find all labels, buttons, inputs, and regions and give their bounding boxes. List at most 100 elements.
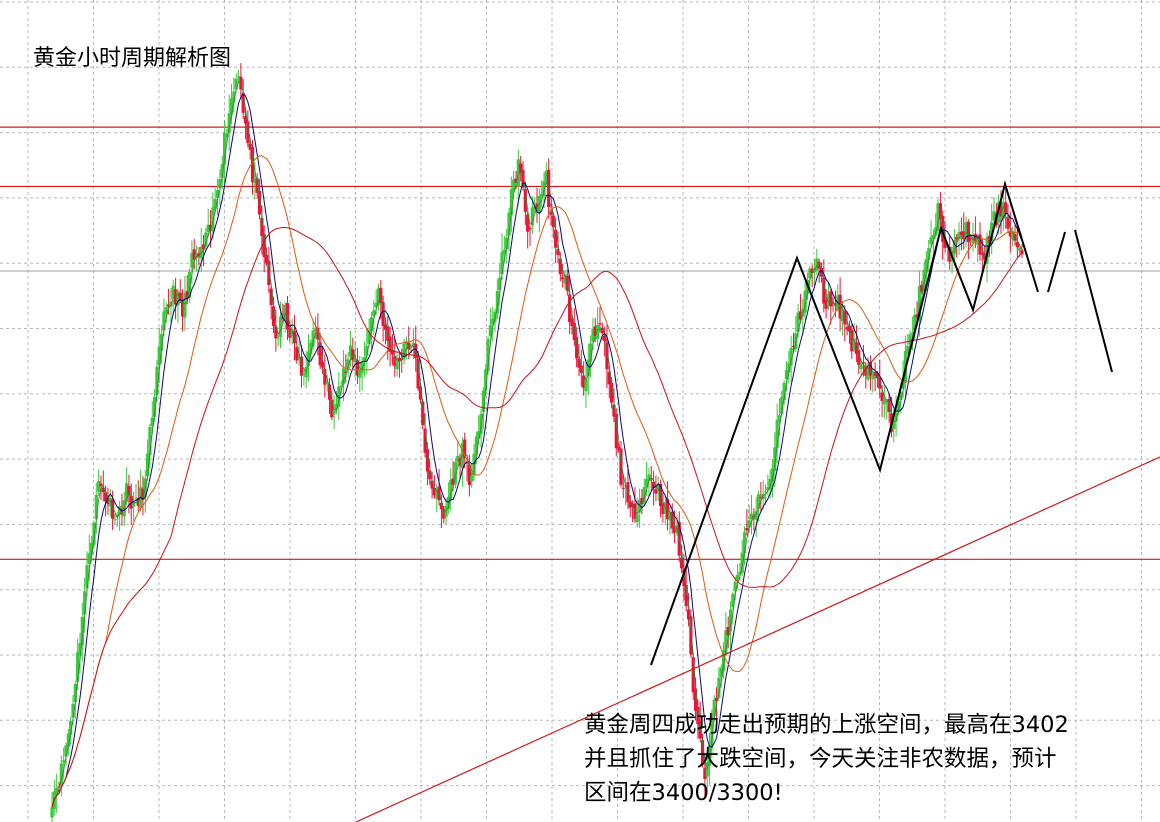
candle [92,520,96,549]
candle-body [437,486,441,501]
candle [113,513,117,525]
candle [647,467,651,497]
candle-body [106,497,110,505]
candle-body [57,786,61,788]
candle-body [274,326,278,339]
candle [857,342,861,375]
candle-body [969,238,973,240]
candle-body [470,475,474,482]
candle [269,285,273,320]
candle-body [880,392,884,402]
candle [798,293,803,324]
candle-body [591,328,595,342]
candle-body [740,552,744,574]
analysis-annotation: 黄金周四成功走出预期的上涨空间，最高在3402 并且抓住了大跌空间，今天关注非农… [584,708,1154,810]
candle [411,328,416,360]
candle [388,326,392,367]
candle-body [176,291,180,306]
candle-body [698,720,702,739]
candle-body [554,229,558,248]
candle-body [798,311,803,320]
candle-body [334,403,339,410]
candle-body [306,351,311,367]
candle-body [262,234,266,257]
candle [530,196,534,234]
candle-body [190,253,194,268]
candle-body [957,232,961,240]
candle-body [589,343,593,362]
candle-body [393,356,397,367]
candle-body [738,571,742,575]
candle-body [132,501,136,507]
candle-body [178,292,182,301]
candle [59,755,63,797]
candle-body [656,485,660,491]
candle-body [484,369,488,391]
candle-body [1006,216,1010,229]
candle [118,500,122,531]
ma-mid-line [51,93,1023,808]
candle [456,439,460,468]
candle-body [561,277,565,280]
candle [383,317,388,345]
candle-body [770,468,775,483]
candle [346,352,350,378]
candle [474,431,478,465]
candle-body [707,745,712,766]
zigzag-wave-line [650,180,1039,666]
candle-body [894,412,898,422]
candle [1004,186,1008,229]
candle [318,332,322,369]
candle-body [917,286,922,321]
candle [243,107,248,140]
candle [327,377,332,414]
candle-body [302,373,306,375]
candle-body [222,132,227,165]
candle [864,362,868,389]
candle [654,475,658,502]
candle-body [204,232,208,247]
candle-body [180,299,185,317]
candle-body [845,327,849,330]
candle [416,350,420,391]
candle-body [528,227,532,230]
candle [430,471,434,499]
candle-body [920,284,924,292]
candle [712,694,716,721]
candle-body [679,557,684,569]
candle-body [141,488,145,500]
candle [236,69,241,83]
candle [435,483,439,513]
candle-body [260,217,264,236]
candle-body [593,326,597,337]
candle-body [50,807,54,818]
candle-body [313,328,318,331]
candle [330,390,334,421]
candle [1001,188,1005,231]
candle-body [320,362,325,368]
candle [227,94,231,151]
candle [229,83,234,124]
candle-body [647,474,651,482]
candle-body [551,215,555,228]
candle-body [575,337,579,359]
candle-body [285,302,290,330]
candle-body [952,239,956,255]
candle-body [635,514,639,523]
candle [204,227,208,253]
candle-body [712,699,716,716]
candle-body [568,294,572,323]
candle [97,469,101,496]
candle [875,371,880,388]
candle [348,330,353,367]
candle-body [118,506,122,515]
candle [831,297,835,312]
candle [815,248,819,275]
candle [929,220,933,249]
candle [507,207,511,252]
candle [1011,226,1015,247]
candle-body [691,657,695,693]
candle [295,333,299,364]
candle [358,355,362,393]
candle [640,488,644,515]
